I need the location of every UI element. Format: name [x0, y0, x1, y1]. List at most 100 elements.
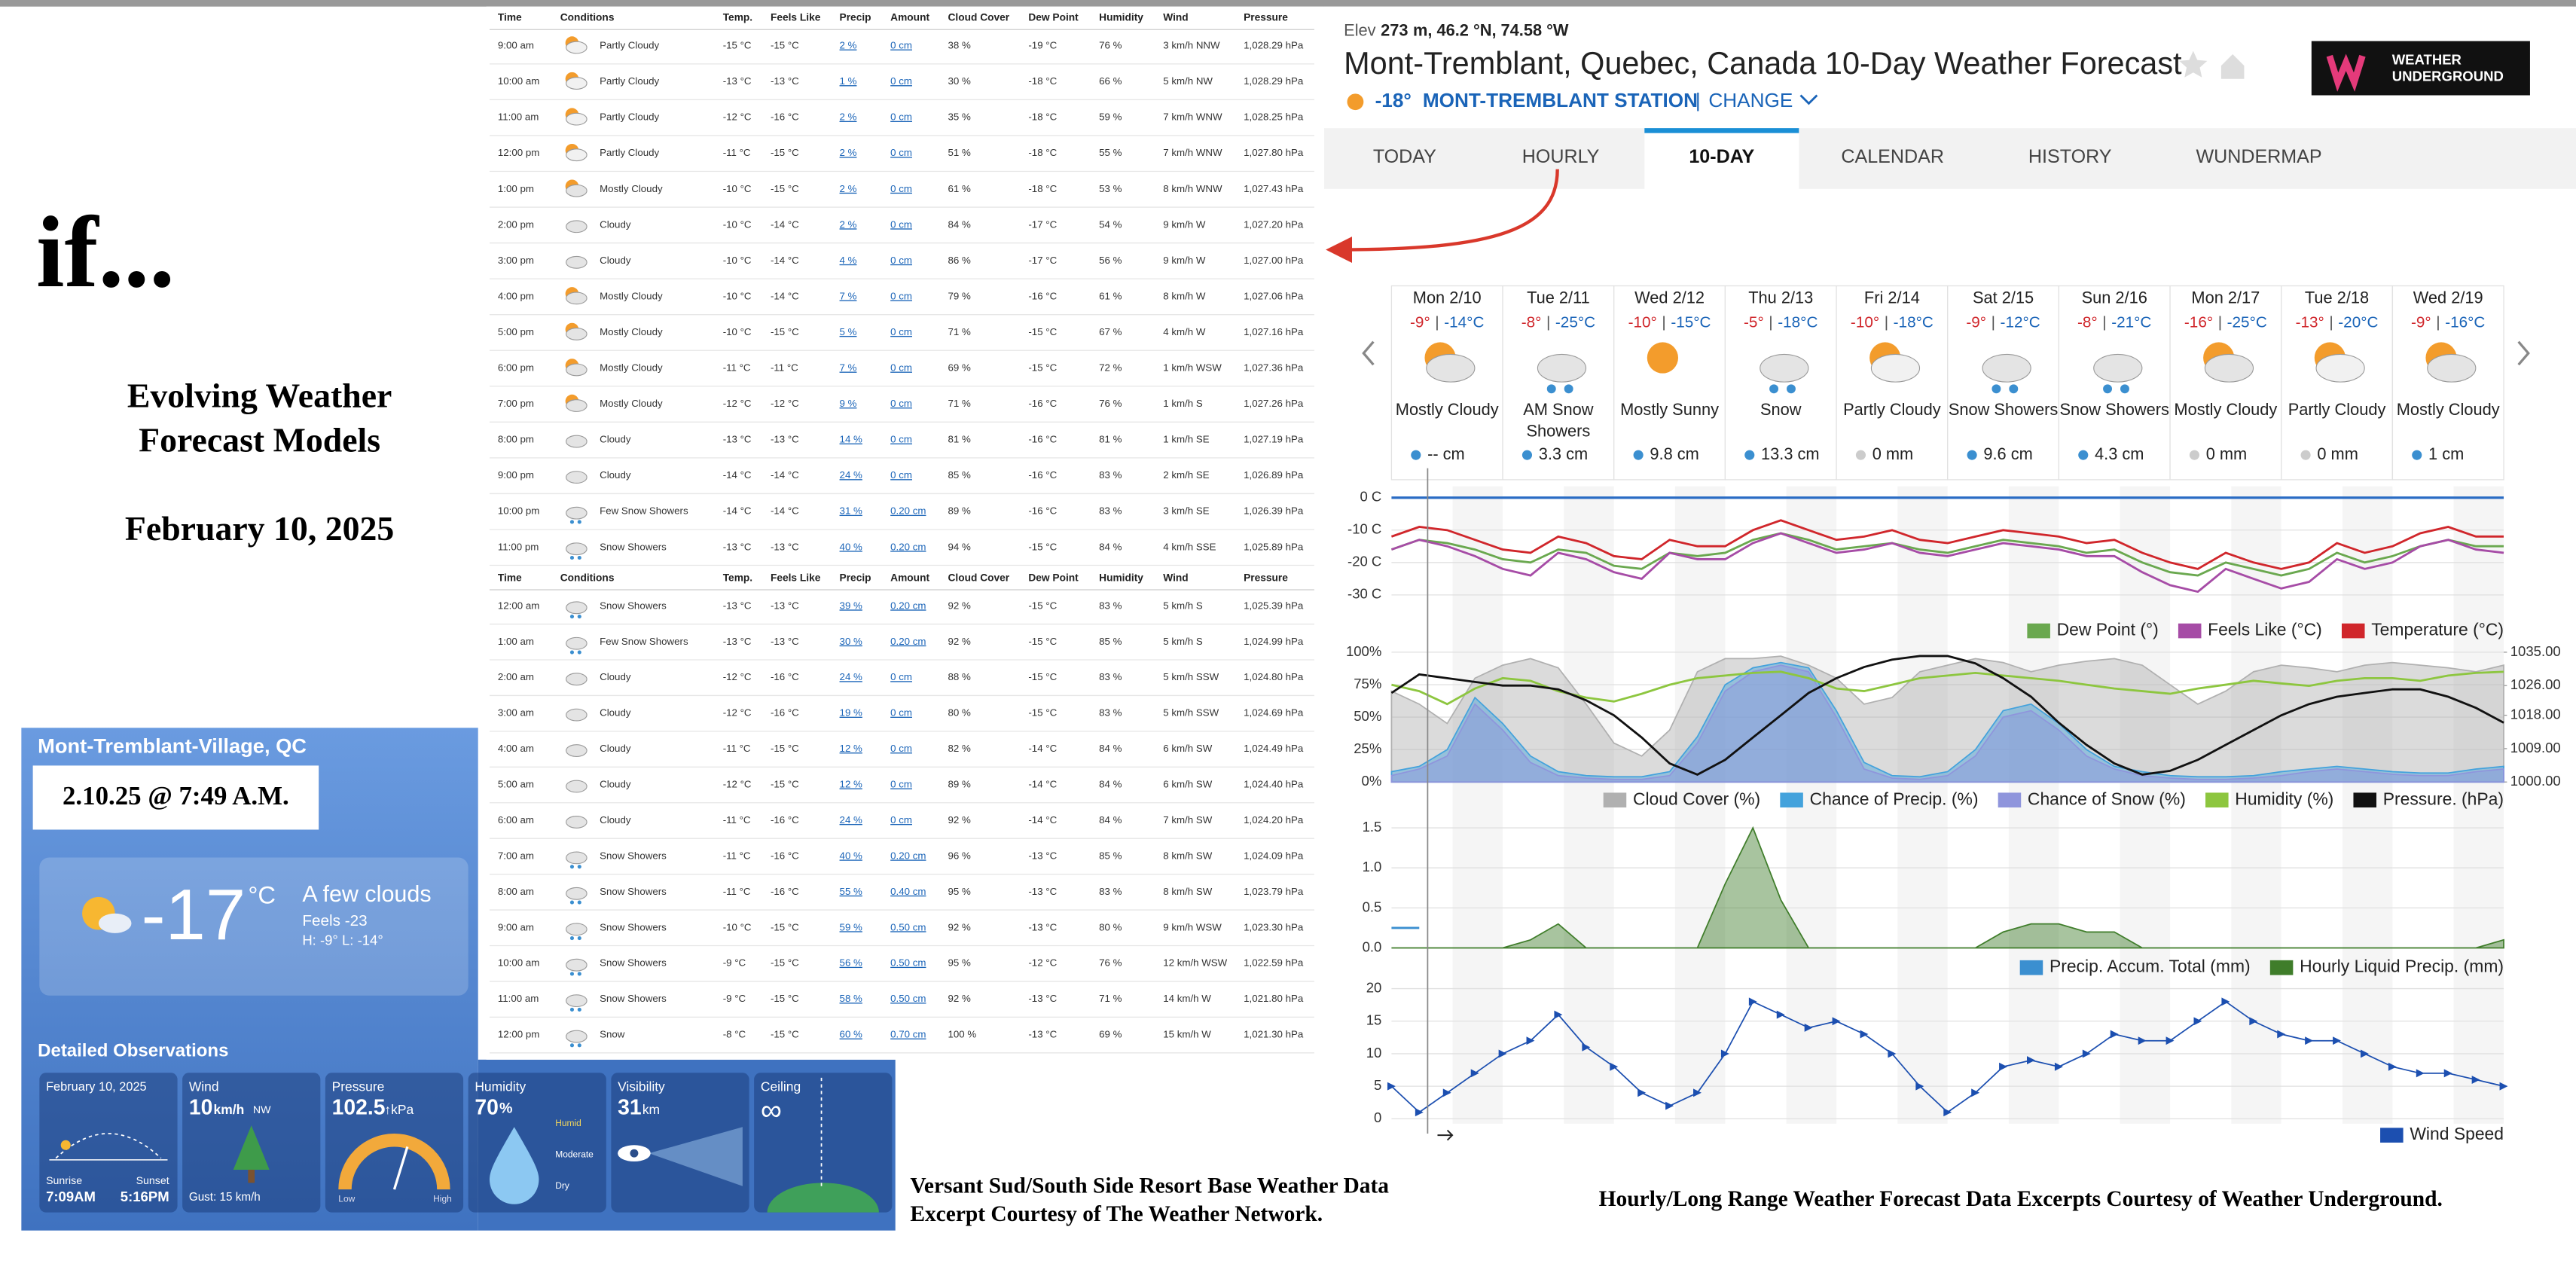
table-cell: -14 °C	[771, 505, 799, 517]
table-cell: 2 %	[840, 40, 857, 51]
column-header: Temp.	[723, 12, 752, 23]
table-cell: -16 °C	[771, 707, 799, 719]
tab[interactable]: TODAY	[1373, 146, 1436, 167]
table-cell: 0 cm	[890, 40, 912, 51]
sunset-label: Sunset	[136, 1175, 169, 1187]
table-cell: 40 %	[840, 541, 862, 552]
table-cell: -10 °C	[723, 326, 752, 337]
table-cell: 69 %	[1099, 1029, 1122, 1040]
icon-flake	[569, 900, 575, 905]
twn-stamp: 2.10.25 @ 7:49 A.M.	[63, 781, 289, 810]
table-cell: 53 %	[1099, 183, 1122, 194]
tab[interactable]: HISTORY	[2028, 146, 2112, 167]
table-cell: 61 %	[948, 183, 971, 194]
table-cell: 0.40 cm	[890, 886, 926, 897]
legend-label: Chance of Snow (%)	[2028, 789, 2186, 808]
table-cell: -13 °C	[1028, 921, 1057, 932]
column-header: Dew Point	[1028, 12, 1079, 23]
table-cell: 81 %	[1099, 434, 1122, 445]
line	[1390, 532, 2504, 577]
table-cell: 84 %	[1099, 814, 1122, 826]
column-header: Precip	[840, 572, 871, 583]
icon-flake	[569, 555, 575, 560]
day-precip: 0 mm	[2317, 444, 2358, 463]
table-cell: 11:00 am	[498, 993, 539, 1004]
table-cell: 1,025.39 hPa	[1244, 600, 1304, 611]
table-cell: Cloudy	[600, 434, 631, 445]
obs-label: Ceiling	[761, 1079, 801, 1094]
y2-tick-label: 1026.00	[2510, 676, 2561, 692]
marker	[2054, 1062, 2063, 1071]
table-cell: -15 °C	[771, 779, 799, 790]
caption: Excerpt Courtesy of The Weather Network.	[910, 1202, 1323, 1226]
gauge	[338, 1134, 450, 1190]
table-cell: -12 °C	[1028, 957, 1057, 969]
cloud-icon	[98, 913, 132, 933]
table-cell: 7:00 pm	[498, 398, 534, 409]
scale-moderate: Moderate	[555, 1149, 594, 1160]
globe	[767, 1183, 879, 1213]
icon-cloud	[566, 601, 588, 615]
low: -12°C	[2001, 314, 2040, 331]
table-cell: 55 %	[1099, 147, 1122, 158]
marker	[1971, 1088, 1980, 1097]
table-cell: -12 °C	[723, 779, 752, 790]
table-cell: 84 %	[1099, 779, 1122, 790]
logo-text: WEATHER	[2392, 52, 2462, 68]
obs-label: Humidity	[475, 1079, 526, 1094]
table-cell: -13 °C	[771, 636, 799, 647]
column-header: Cloud Cover	[948, 12, 1010, 23]
low: -25°C	[1555, 314, 1595, 331]
icon-cloud	[566, 851, 588, 865]
icon-cloud	[566, 112, 588, 126]
marker	[1832, 1017, 1841, 1026]
humidity-value: 70	[475, 1096, 499, 1120]
drop-icon	[2300, 450, 2311, 460]
table-cell: 6:00 am	[498, 814, 534, 826]
twn-location: Mont-Tremblant-Village, QC	[38, 734, 307, 758]
table-cell: -15 °C	[1028, 541, 1057, 552]
table-cell: 1,028.29 hPa	[1244, 40, 1304, 51]
table-cell: -16 °C	[1028, 469, 1057, 481]
legend-swatch	[2205, 792, 2229, 808]
icon-flake	[577, 1043, 581, 1048]
table-cell: -17 °C	[1028, 255, 1057, 266]
hi-lo: -9° | -16°C	[2411, 314, 2485, 331]
table-cell: 11:00 am	[498, 111, 539, 123]
hi-lo-sep: |	[1546, 314, 1550, 331]
tab[interactable]: HOURLY	[1522, 146, 1600, 167]
icon-cloud	[566, 887, 588, 900]
tab[interactable]: CALENDAR	[1841, 146, 1944, 167]
hi-lo-sep: |	[2218, 314, 2222, 331]
table-cell: 5 km/h S	[1163, 600, 1203, 611]
table-cell: -10 °C	[723, 255, 752, 266]
column-header: Pressure	[1244, 12, 1288, 23]
marker	[1470, 1069, 1479, 1078]
table-cell: -16 °C	[1028, 398, 1057, 409]
tab[interactable]: 10-DAY	[1689, 146, 1754, 167]
table-cell: 82 %	[948, 743, 971, 754]
icon-flake	[569, 520, 575, 524]
table-cell: -13 °C	[723, 75, 752, 87]
low: -21°C	[2111, 314, 2151, 331]
marker	[2221, 997, 2230, 1006]
tree-trunk	[248, 1169, 255, 1183]
table-cell: -15 °C	[771, 1029, 799, 1040]
tab[interactable]: WUNDERMAP	[2196, 146, 2321, 167]
day-cell	[1836, 285, 1949, 481]
table-cell: 1,024.20 hPa	[1244, 814, 1304, 826]
table-cell: 1,024.49 hPa	[1244, 743, 1304, 754]
caption: Hourly/Long Range Weather Forecast Data …	[1599, 1187, 2443, 1211]
hi-lo: -13° | -20°C	[2296, 314, 2379, 331]
day-precip: 0 mm	[2206, 444, 2248, 463]
pressure-unit: ↑kPa	[384, 1102, 414, 1117]
obs-card	[754, 1073, 893, 1213]
tree-icon	[233, 1125, 270, 1170]
table-cell: -12 °C	[723, 398, 752, 409]
hi-lo: -10° | -15°C	[1628, 314, 1711, 331]
hi-lo-sep: |	[2436, 314, 2440, 331]
scale-humid: Humid	[555, 1118, 581, 1128]
table-cell: 1,026.39 hPa	[1244, 505, 1304, 517]
table-cell: 1,024.09 hPa	[1244, 850, 1304, 861]
